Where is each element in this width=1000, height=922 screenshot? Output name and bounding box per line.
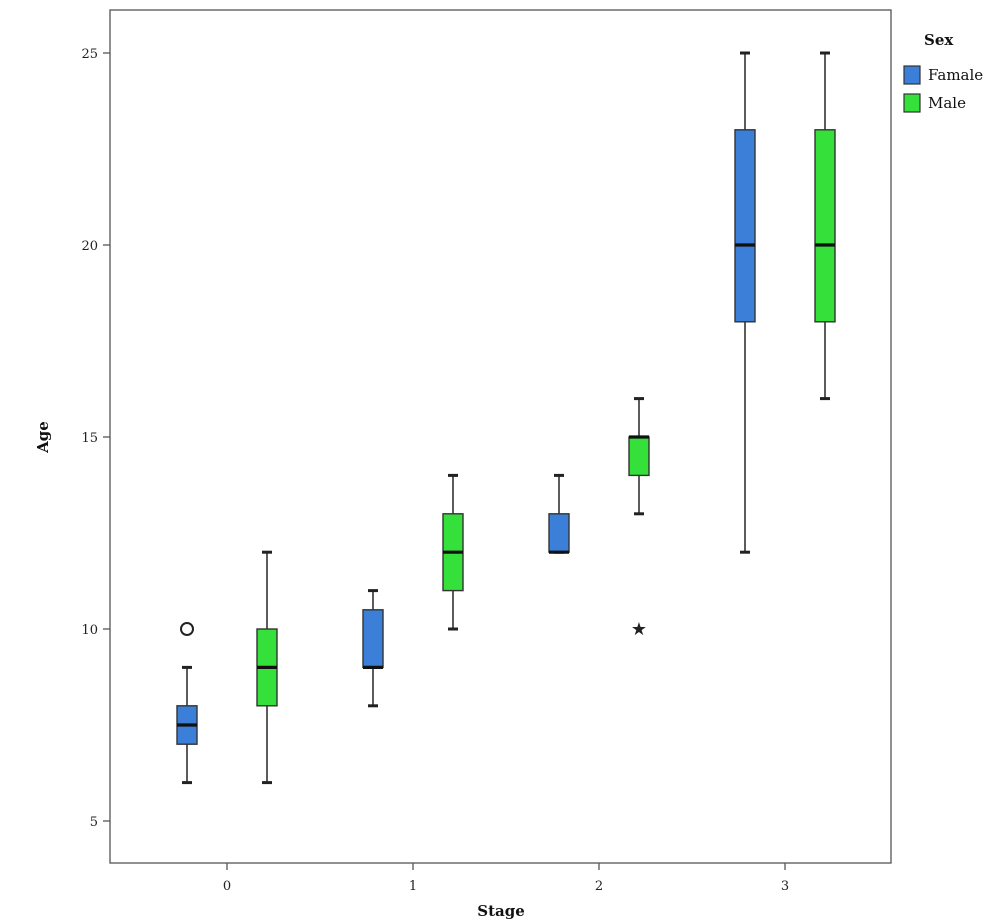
box-iqr bbox=[628, 436, 650, 477]
x-axis: 0 1 2 3 bbox=[223, 863, 789, 894]
box-group bbox=[176, 622, 198, 785]
y-tick-label: 20 bbox=[81, 239, 98, 254]
legend-swatch bbox=[903, 65, 921, 85]
x-tick-label: 0 bbox=[223, 879, 231, 894]
x-tick-label: 2 bbox=[595, 879, 603, 894]
x-tick-label: 1 bbox=[409, 879, 417, 894]
x-axis-title: Stage bbox=[477, 902, 525, 920]
chart-marks: ★ bbox=[176, 51, 836, 785]
plot-area-frame bbox=[109, 9, 892, 864]
box-iqr bbox=[548, 513, 570, 553]
box-group bbox=[814, 51, 836, 401]
legend-title: Sex bbox=[924, 31, 954, 49]
box-group bbox=[362, 589, 384, 708]
box-group bbox=[256, 550, 278, 785]
box-iqr bbox=[734, 129, 756, 323]
legend-label: Male bbox=[928, 94, 966, 112]
box-iqr bbox=[814, 129, 836, 323]
box-iqr bbox=[362, 609, 384, 669]
legend-label: Famale bbox=[928, 66, 983, 84]
outlier-circle bbox=[180, 622, 194, 636]
box-group bbox=[734, 51, 756, 554]
y-tick-label: 25 bbox=[81, 47, 98, 62]
legend-swatch bbox=[903, 93, 921, 113]
box-group: ★ bbox=[628, 397, 650, 640]
x-tick-label: 3 bbox=[781, 879, 789, 894]
box-group bbox=[548, 473, 570, 554]
y-axis: 5 10 15 20 25 bbox=[81, 47, 110, 830]
y-tick-label: 15 bbox=[81, 431, 98, 446]
box-group bbox=[442, 473, 464, 631]
legend: Sex Famale Male bbox=[903, 31, 983, 113]
y-axis-title: Age bbox=[34, 421, 52, 454]
outlier-star: ★ bbox=[631, 619, 647, 640]
y-tick-label: 10 bbox=[81, 623, 98, 638]
y-tick-label: 5 bbox=[90, 815, 98, 830]
